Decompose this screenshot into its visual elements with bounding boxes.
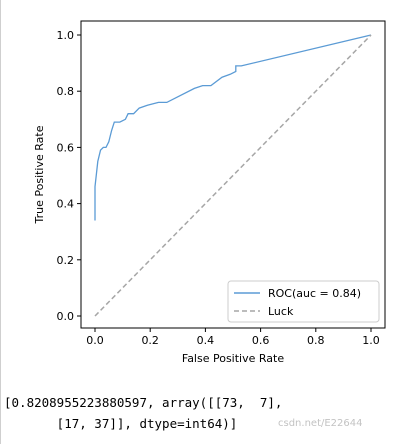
cell-left-border [0, 0, 1, 444]
y-tick-label: 0.4 [57, 198, 75, 211]
y-tick-label: 0.6 [57, 141, 75, 154]
y-axis-label: True Positive Rate [33, 125, 46, 224]
x-tick-label: 0.2 [141, 334, 159, 347]
x-tick-label: 0.6 [252, 334, 270, 347]
x-tick-label: 0.8 [307, 334, 325, 347]
roc-chart: 0.0 0.2 0.4 0.6 0.8 1.0 0.0 0.2 0.4 0.6 0.8 1.0 Fals… [33, 20, 386, 365]
cell-output: [0.8208955223880597, array([[73, 7], [17… [4, 392, 282, 434]
output-line-2: [17, 37]], dtype=int64)] [4, 416, 238, 431]
y-tick-label: 0.2 [57, 254, 75, 267]
plot-frame [80, 20, 386, 329]
legend-box [227, 280, 380, 323]
watermark: csdn.net/E22644 [278, 418, 363, 429]
output-line-1: [0.8208955223880597, array([[73, 7], [4, 395, 283, 410]
x-tick-label: 1.0 [362, 334, 380, 347]
x-tick-label: 0.4 [197, 334, 215, 347]
legend-label: ROC(auc = 0.84) [268, 287, 361, 300]
legend-label: Luck [268, 305, 294, 318]
luck-line [94, 34, 372, 317]
y-tick-label: 1.0 [57, 29, 75, 42]
y-tick-label: 0.0 [57, 310, 75, 323]
y-tick-label: 0.8 [57, 85, 75, 98]
x-tick-label: 0.0 [86, 334, 104, 347]
roc-curve [94, 34, 372, 221]
x-axis-label: False Positive Rate [182, 352, 284, 365]
